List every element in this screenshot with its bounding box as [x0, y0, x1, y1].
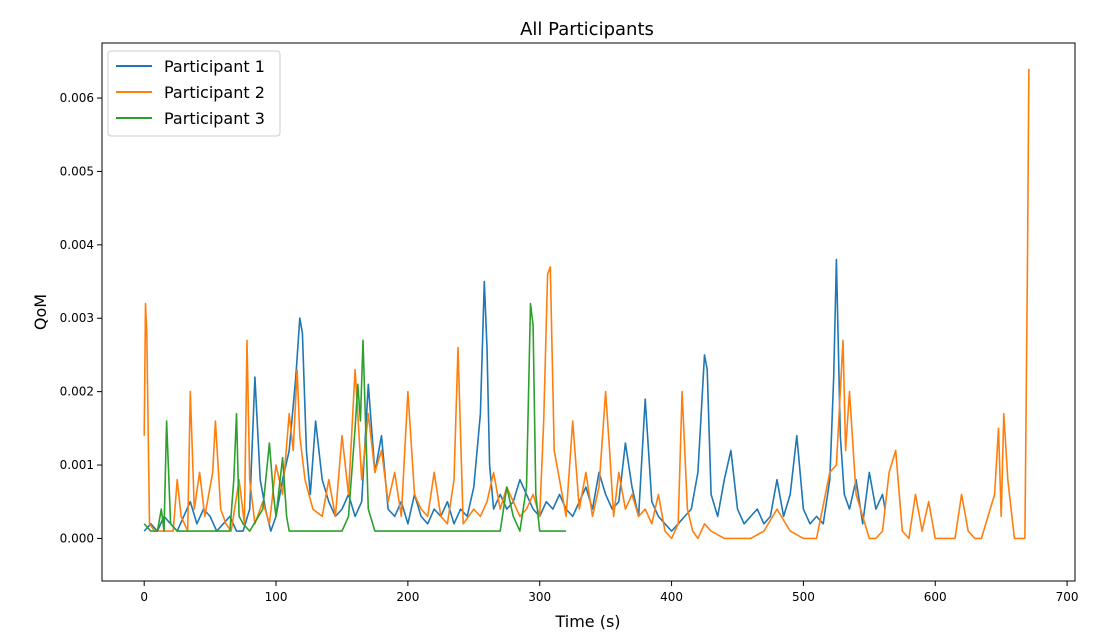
- x-axis-label: Time (s): [554, 612, 620, 631]
- y-axis: 0.000 0.001 0.002 0.003 0.004 0.005 0.006: [60, 91, 102, 545]
- legend-box: [107, 50, 281, 137]
- x-tick-label: 300: [528, 590, 551, 604]
- y-tick-label: 0.003: [60, 311, 94, 325]
- x-axis: 0 100 200 300 400 500 600 700: [140, 581, 1079, 604]
- x-tick-label: 500: [792, 590, 815, 604]
- legend-label: Participant 3: [164, 109, 265, 128]
- series-line-1: [143, 258, 886, 532]
- series-line-2: [143, 68, 1030, 540]
- chart-title: All Participants: [520, 19, 654, 40]
- x-tick-label: 200: [396, 590, 419, 604]
- x-tick-label: 700: [1056, 590, 1079, 604]
- y-tick-label: 0.004: [60, 238, 94, 252]
- y-axis-label: QoM: [31, 294, 50, 330]
- legend: Participant 1 Participant 2 Participant 3: [107, 50, 281, 137]
- y-tick-label: 0.002: [60, 385, 94, 399]
- y-tick-label: 0.000: [60, 531, 94, 545]
- x-tick-label: 400: [660, 590, 683, 604]
- y-tick-label: 0.001: [60, 458, 94, 472]
- series-line-3: [143, 302, 567, 532]
- legend-label: Participant 1: [164, 57, 265, 76]
- plot-frame: [101, 42, 1076, 582]
- x-tick-label: 100: [265, 590, 288, 604]
- plot-area: [143, 68, 1030, 540]
- y-tick-label: 0.006: [60, 91, 94, 105]
- x-tick-label: 600: [924, 590, 947, 604]
- legend-label: Participant 2: [164, 83, 265, 102]
- y-tick-label: 0.005: [60, 164, 94, 178]
- x-tick-label: 0: [140, 590, 148, 604]
